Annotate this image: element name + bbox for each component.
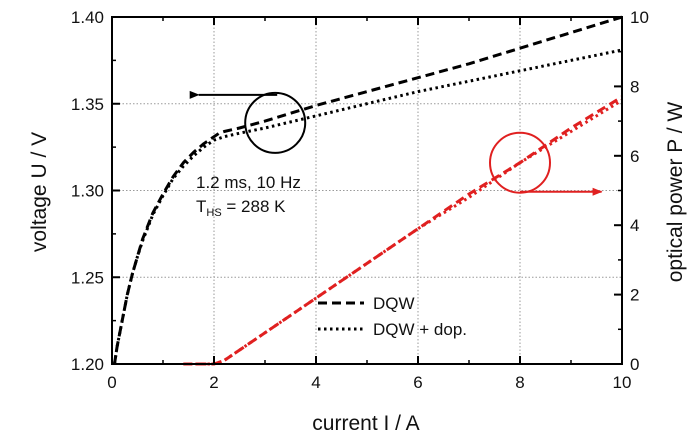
x-tick-label: 10 — [613, 373, 632, 392]
annotation-t: T — [196, 197, 206, 216]
y-tick-label: 1.40 — [71, 8, 104, 27]
annotation-rest: = 288 K — [222, 197, 286, 216]
y-tick-label: 1.20 — [71, 355, 104, 374]
plot-frame — [111, 16, 623, 365]
y2-tick-label: 6 — [630, 147, 639, 166]
x-tick-label: 8 — [515, 373, 524, 392]
x-tick-label: 4 — [311, 373, 320, 392]
y2-tick-label: 2 — [630, 286, 639, 305]
legend-label-dqw-dop: DQW + dop. — [373, 320, 467, 339]
series-line-left-dotted — [113, 48, 623, 365]
annotation-line2: THS = 288 K — [196, 197, 286, 219]
y2-tick-label: 0 — [630, 355, 639, 374]
y2-tick-label: 10 — [630, 8, 649, 27]
y2-axis-title: optical power P / W — [664, 102, 687, 283]
x-axis-title: current I / A — [312, 412, 419, 435]
y2-tick-label: 8 — [630, 77, 639, 96]
x-tick-label: 2 — [209, 373, 218, 392]
y-axis-title: voltage U / V — [28, 132, 51, 252]
series-line-right-dashed — [183, 95, 623, 366]
grid — [112, 17, 622, 364]
annotation-sub: HS — [206, 207, 221, 219]
highlight-circle-left — [244, 91, 307, 154]
x-tick-label: 6 — [413, 373, 422, 392]
x-tick-label: 0 — [107, 373, 116, 392]
ticks: 0 2 4 6 8 10 1.20 1.25 1.30 1.35 1.40 0 2 4 6 8 10 — [71, 8, 649, 392]
annotation-line1: 1.2 ms, 10 Hz — [196, 173, 301, 192]
y-tick-label: 1.30 — [71, 182, 104, 201]
series-group — [113, 15, 623, 366]
legend: DQW DQW + dop. — [318, 294, 467, 339]
markers — [189, 90, 603, 196]
legend-label-dqw: DQW — [373, 294, 415, 313]
y-tick-label: 1.35 — [71, 95, 104, 114]
y-tick-label: 1.25 — [71, 268, 104, 287]
y2-tick-label: 4 — [630, 216, 639, 235]
